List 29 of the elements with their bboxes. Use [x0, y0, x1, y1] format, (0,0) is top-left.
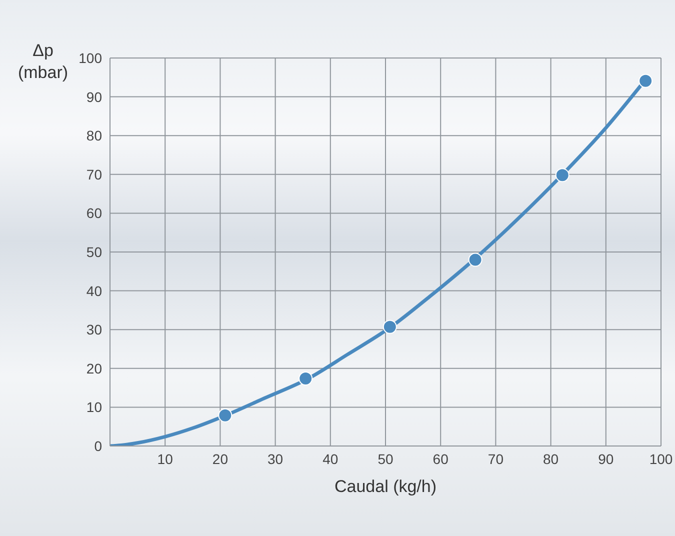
x-tick-label: 30	[268, 450, 284, 467]
y-tick-label: 90	[86, 88, 102, 105]
point	[555, 168, 570, 182]
y-tick-label: 100	[78, 50, 102, 66]
point	[218, 408, 232, 422]
x-tick-label: 70	[488, 450, 504, 467]
x-tick-label: 100	[649, 450, 673, 467]
y-tick-label: 70	[86, 166, 102, 182]
point	[638, 74, 653, 88]
x-tick-label: 10	[157, 450, 174, 467]
y-tick-label: 60	[86, 205, 102, 222]
x-tick-label: 90	[598, 450, 614, 467]
y-tick-label: 30	[86, 322, 102, 338]
x-tick-label: 60	[432, 450, 449, 467]
y-axis-title: Δp (mbar)	[16, 40, 70, 84]
y-tick-label: 80	[86, 128, 102, 144]
x-axis-title: Caudal (kg/h)	[334, 477, 437, 496]
point	[468, 252, 482, 267]
y-tick-label: 20	[86, 360, 102, 376]
y-tick-label: 40	[86, 282, 102, 299]
y-tick-label: 10	[86, 399, 102, 416]
x-tick-label: 80	[543, 450, 559, 467]
y-tick-label: 0	[94, 438, 102, 454]
point	[298, 371, 313, 386]
x-tick-label: 20	[212, 450, 228, 467]
y-tick-label: 50	[86, 244, 102, 260]
x-tick-label: 40	[322, 450, 338, 467]
x-tick-label: 50	[378, 450, 394, 467]
point	[382, 320, 397, 334]
